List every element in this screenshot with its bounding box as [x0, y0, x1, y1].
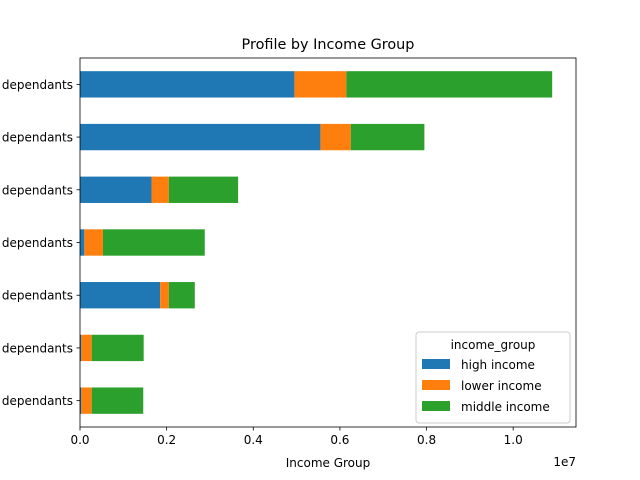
bar-high-income-1	[80, 123, 321, 151]
bar-lower-income-3	[84, 229, 103, 256]
chart-title: Profile by Income Group	[242, 37, 415, 53]
y-tick-label: dependants	[2, 78, 73, 92]
bar-lower-income-5	[81, 334, 92, 362]
x-tick-label: 1.0	[504, 433, 523, 447]
bars-group	[80, 71, 553, 414]
bar-lower-income-6	[81, 387, 92, 414]
bar-lower-income-4	[160, 282, 169, 309]
plot-frame	[79, 57, 577, 428]
legend-swatch	[422, 401, 450, 411]
bar-middle-income-4	[168, 282, 195, 309]
bar-lower-income-1	[320, 123, 351, 151]
y-tick-label: dependants	[2, 289, 73, 303]
x-axis-label: Income Group	[286, 456, 371, 470]
legend-title: income_group	[451, 338, 536, 352]
legend-box	[415, 331, 571, 424]
bar-lower-income-2	[151, 176, 169, 203]
legend-swatch	[422, 359, 450, 369]
bar-high-income-3	[80, 229, 85, 256]
y-tick-label: dependants	[2, 341, 73, 355]
bar-high-income-0	[80, 71, 295, 98]
x-tick-label: 0.8	[417, 433, 436, 447]
bar-middle-income-6	[91, 387, 144, 414]
bar-high-income-4	[80, 282, 161, 309]
bar-middle-income-2	[168, 176, 239, 203]
y-axis: dependants dependants dependants dependants…	[2, 78, 80, 408]
y-tick-label: dependants	[2, 236, 73, 250]
legend-label: high income	[461, 358, 535, 372]
x-tick-label: 0.0	[70, 433, 89, 447]
legend: income_group high income lower income midd…	[415, 331, 571, 424]
bar-lower-income-0	[294, 71, 347, 98]
y-tick-label: dependants	[2, 131, 73, 145]
bar-middle-income-5	[91, 334, 144, 362]
bar-middle-income-1	[350, 123, 425, 151]
legend-swatch	[422, 380, 450, 390]
x-tick-label: 0.2	[157, 433, 176, 447]
x-multiplier-label: 1e7	[553, 455, 576, 469]
bar-middle-income-0	[346, 71, 553, 98]
x-tick-label: 0.4	[244, 433, 263, 447]
bar-middle-income-3	[102, 229, 205, 256]
x-tick-label: 0.6	[330, 433, 349, 447]
y-tick-label: dependants	[2, 394, 73, 408]
bar-high-income-5	[80, 334, 82, 362]
legend-items: high income lower income middle income	[422, 358, 550, 414]
y-tick-label: dependants	[2, 183, 73, 197]
legend-label: lower income	[461, 379, 542, 393]
bar-high-income-2	[80, 176, 152, 203]
legend-label: middle income	[461, 400, 550, 414]
x-axis: 0.0 0.2 0.4 0.6 0.8 1.0	[70, 427, 523, 447]
bar-high-income-6	[80, 387, 82, 414]
